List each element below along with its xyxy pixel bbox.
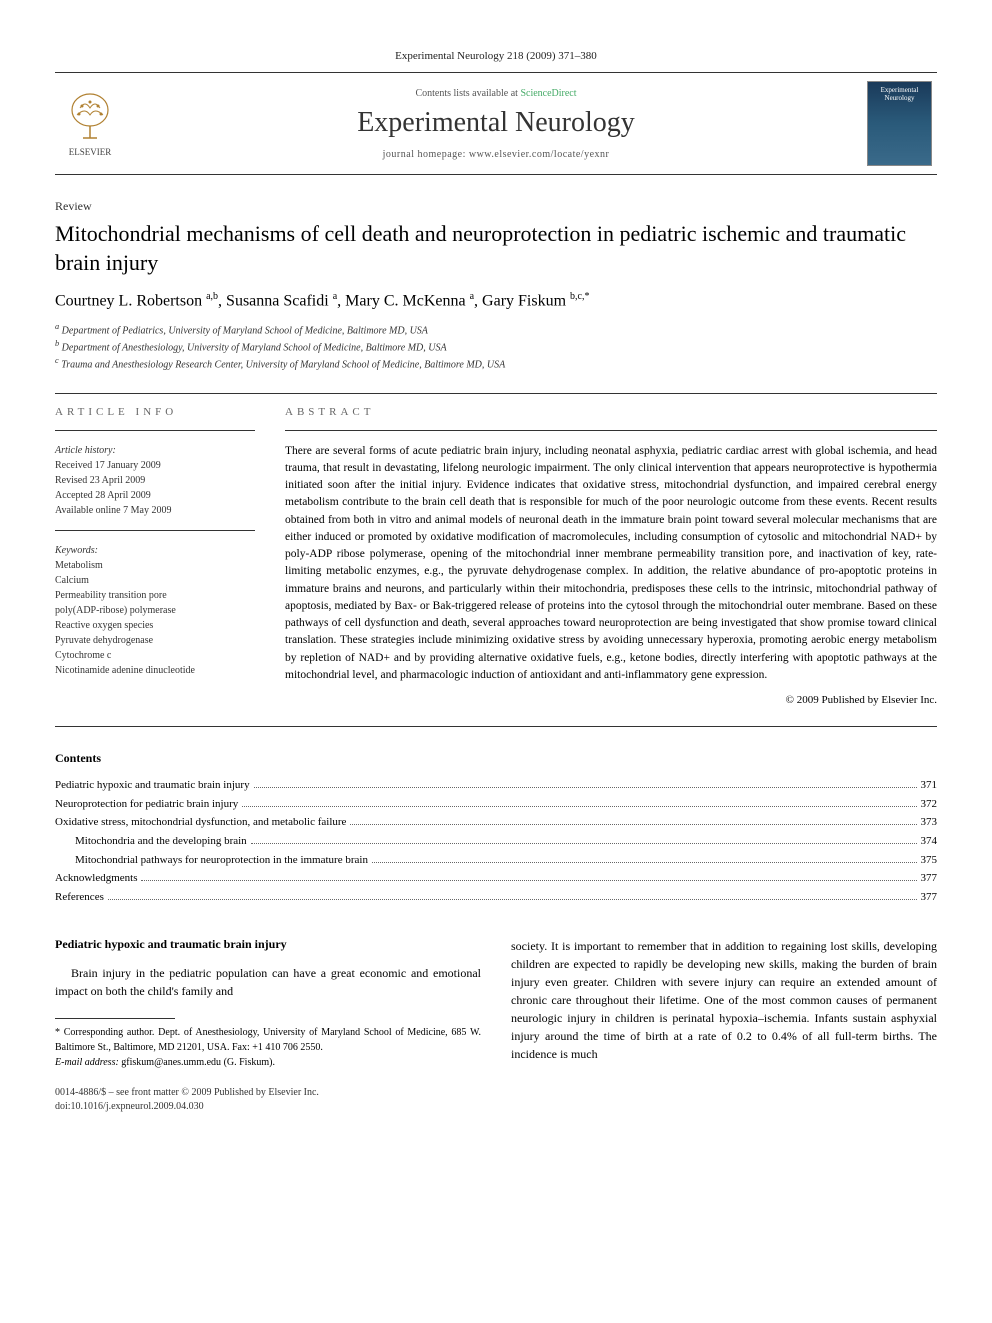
toc-page: 375 (921, 851, 938, 870)
email-suffix: (G. Fiskum). (221, 1057, 275, 1068)
toc-page: 373 (921, 813, 938, 832)
body-column-right: society. It is important to remember tha… (511, 937, 937, 1114)
elsevier-logo-block: ELSEVIER (55, 90, 125, 157)
toc-dots (141, 880, 916, 881)
email-address[interactable]: gfiskum@anes.umm.edu (121, 1057, 221, 1068)
keyword-line: Calcium (55, 573, 255, 588)
contents-available-line: Contents lists available at ScienceDirec… (125, 88, 867, 99)
toc-dots (254, 787, 917, 788)
toc-page: 371 (921, 776, 938, 795)
article-title: Mitochondrial mechanisms of cell death a… (55, 220, 937, 277)
abstract-text: There are several forms of acute pediatr… (285, 443, 937, 685)
toc-entry[interactable]: Acknowledgments 377 (55, 869, 937, 888)
homepage-prefix: journal homepage: (383, 149, 469, 160)
toc-entry[interactable]: Pediatric hypoxic and traumatic brain in… (55, 776, 937, 795)
divider (55, 726, 937, 727)
history-line: Accepted 28 April 2009 (55, 488, 255, 503)
journal-title: Experimental Neurology (125, 107, 867, 139)
toc-label: Pediatric hypoxic and traumatic brain in… (55, 776, 250, 795)
homepage-url[interactable]: www.elsevier.com/locate/yexnr (469, 149, 609, 160)
history-label: Article history: (55, 443, 255, 458)
divider (285, 430, 937, 431)
body-columns: Pediatric hypoxic and traumatic brain in… (55, 937, 937, 1114)
abstract-column: ABSTRACT There are several forms of acut… (285, 406, 937, 707)
section-heading: Pediatric hypoxic and traumatic brain in… (55, 937, 481, 952)
body-paragraph: Brain injury in the pediatric population… (55, 964, 481, 1000)
journal-header: ELSEVIER Contents lists available at Sci… (55, 72, 937, 175)
divider (55, 430, 255, 431)
toc-entry[interactable]: Mitochondrial pathways for neuroprotecti… (55, 851, 937, 870)
toc-page: 374 (921, 832, 938, 851)
history-line: Revised 23 April 2009 (55, 473, 255, 488)
toc-page: 377 (921, 888, 938, 907)
keyword-line: Permeability transition pore (55, 588, 255, 603)
keyword-line: Reactive oxygen species (55, 618, 255, 633)
keyword-line: Pyruvate dehydrogenase (55, 633, 255, 648)
elsevier-tree-icon (65, 90, 115, 145)
divider (55, 530, 255, 531)
toc-page: 377 (921, 869, 938, 888)
toc-label: Acknowledgments (55, 869, 137, 888)
toc-dots (372, 862, 917, 863)
toc-dots (108, 899, 917, 900)
toc-entry[interactable]: Neuroprotection for pediatric brain inju… (55, 795, 937, 814)
keyword-line: Nicotinamide adenine dinucleotide (55, 663, 255, 678)
issn-line: 0014-4886/$ – see front matter © 2009 Pu… (55, 1086, 481, 1100)
toc-dots (251, 843, 917, 844)
toc-entry[interactable]: References 377 (55, 888, 937, 907)
toc-entry[interactable]: Mitochondria and the developing brain 37… (55, 832, 937, 851)
history-line: Available online 7 May 2009 (55, 503, 255, 518)
cover-title: Experimental Neurology (868, 82, 931, 102)
abstract-label: ABSTRACT (285, 406, 937, 418)
contents-heading: Contents (55, 751, 937, 766)
doi-line: doi:10.1016/j.expneurol.2009.04.030 (55, 1100, 481, 1114)
footnote-separator (55, 1018, 175, 1019)
toc-dots (350, 824, 916, 825)
toc-dots (242, 806, 916, 807)
keyword-line: poly(ADP-ribose) polymerase (55, 603, 255, 618)
toc-label: Neuroprotection for pediatric brain inju… (55, 795, 238, 814)
article-type: Review (55, 199, 937, 214)
corresponding-author-footnote: * Corresponding author. Dept. of Anesthe… (55, 1025, 481, 1055)
body-paragraph: society. It is important to remember tha… (511, 937, 937, 1063)
article-info-column: ARTICLE INFO Article history: Received 1… (55, 406, 255, 707)
affiliation-line: c Trauma and Anesthesiology Research Cen… (55, 355, 937, 372)
journal-reference: Experimental Neurology 218 (2009) 371–38… (55, 50, 937, 62)
keywords-label: Keywords: (55, 543, 255, 558)
toc-entry[interactable]: Oxidative stress, mitochondrial dysfunct… (55, 813, 937, 832)
keyword-line: Cytochrome c (55, 648, 255, 663)
abstract-copyright: © 2009 Published by Elsevier Inc. (285, 694, 937, 706)
sciencedirect-link[interactable]: ScienceDirect (520, 88, 576, 99)
contents-section: Contents Pediatric hypoxic and traumatic… (55, 751, 937, 907)
toc-label: Mitochondria and the developing brain (75, 832, 247, 851)
history-line: Received 17 January 2009 (55, 458, 255, 473)
affiliation-line: b Department of Anesthesiology, Universi… (55, 338, 937, 355)
toc-label: Oxidative stress, mitochondrial dysfunct… (55, 813, 346, 832)
affiliation-line: a Department of Pediatrics, University o… (55, 321, 937, 338)
toc-label: References (55, 888, 104, 907)
email-label: E-mail address: (55, 1057, 121, 1068)
divider (55, 393, 937, 394)
elsevier-label: ELSEVIER (69, 147, 112, 157)
email-footnote: E-mail address: gfiskum@anes.umm.edu (G.… (55, 1055, 481, 1070)
journal-homepage-line: journal homepage: www.elsevier.com/locat… (125, 149, 867, 160)
keyword-line: Metabolism (55, 558, 255, 573)
article-info-label: ARTICLE INFO (55, 406, 255, 418)
affiliations: a Department of Pediatrics, University o… (55, 321, 937, 373)
authors-line: Courtney L. Robertson a,b, Susanna Scafi… (55, 291, 937, 310)
journal-cover-thumbnail: Experimental Neurology (867, 81, 932, 166)
body-column-left: Pediatric hypoxic and traumatic brain in… (55, 937, 481, 1114)
contents-prefix: Contents lists available at (415, 88, 520, 99)
toc-page: 372 (921, 795, 938, 814)
toc-label: Mitochondrial pathways for neuroprotecti… (75, 851, 368, 870)
